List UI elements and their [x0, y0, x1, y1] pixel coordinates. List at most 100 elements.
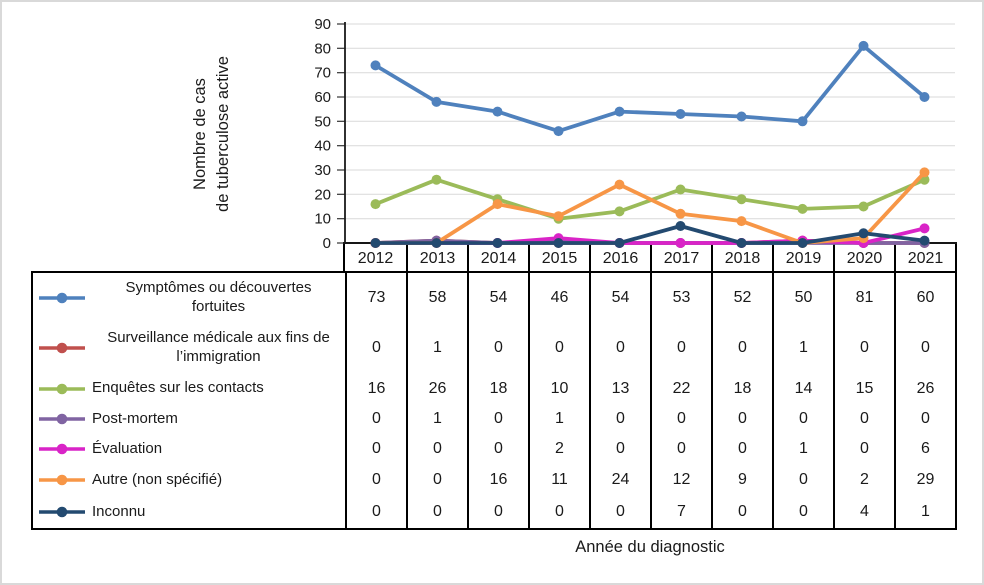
table-cell: 0 — [833, 404, 894, 434]
table-cell: 13 — [589, 373, 650, 404]
data-point — [919, 223, 930, 234]
line-chart-canvas: 0 10 20 30 40 50 60 70 80 90 — [314, 16, 957, 252]
table-cell: 0 — [772, 404, 833, 434]
table-cell: 1 — [406, 323, 467, 373]
table-cell: 9 — [711, 464, 772, 496]
table-cell: 0 — [833, 323, 894, 373]
table-cell: 4 — [833, 496, 894, 528]
table-cell: 54 — [467, 273, 528, 323]
table-row: Symptômes ou découvertes fortuites 73 58 54 4… — [33, 273, 955, 323]
table-cell: 15 — [833, 373, 894, 404]
data-point — [614, 106, 625, 117]
legend-label: Post-mortem — [92, 409, 178, 427]
table-cell: 6 — [894, 434, 955, 464]
data-point — [492, 194, 503, 205]
data-point — [736, 111, 747, 122]
y-tick-label: 10 — [314, 211, 331, 228]
legend-cell: Post-mortem — [33, 404, 345, 434]
table-cell: 0 — [589, 404, 650, 434]
legend-marker-icon — [39, 443, 85, 455]
table-cell: 0 — [345, 404, 406, 434]
table-cell: 18 — [467, 373, 528, 404]
table-cell: 24 — [589, 464, 650, 496]
table-cell: 0 — [650, 323, 711, 373]
table-cell: 7 — [650, 496, 711, 528]
table-cell: 0 — [467, 434, 528, 464]
year-header-cell: 2016 — [589, 244, 650, 273]
table-cell: 2 — [833, 464, 894, 496]
year-header-cell: 2015 — [528, 244, 589, 273]
table-cell: 1 — [528, 404, 589, 434]
table-cell: 0 — [467, 404, 528, 434]
table-cell: 46 — [528, 273, 589, 323]
table-cell: 0 — [528, 496, 589, 528]
table-cell: 14 — [772, 373, 833, 404]
table-row: Enquêtes sur les contacts 16 26 18 10 13 22 18 1… — [33, 373, 955, 404]
table-cell: 0 — [650, 404, 711, 434]
table-cell: 0 — [833, 434, 894, 464]
y-tick-label: 20 — [314, 186, 331, 203]
table-row: Évaluation 0 0 0 2 0 0 0 1 0 6 — [33, 434, 955, 464]
legend-marker-icon — [39, 383, 85, 394]
data-point — [858, 228, 869, 239]
table-cell: 16 — [345, 373, 406, 404]
data-point — [919, 167, 930, 178]
table-cell: 0 — [589, 323, 650, 373]
table-cell: 0 — [589, 496, 650, 528]
legend-cell: Enquêtes sur les contacts — [33, 373, 345, 404]
year-header-cell: 2020 — [833, 244, 894, 273]
table-cell: 0 — [711, 323, 772, 373]
data-point — [675, 221, 686, 231]
series-line-0 — [370, 40, 930, 137]
series-line-2 — [370, 174, 930, 224]
data-point — [919, 92, 930, 102]
gridlines — [345, 23, 955, 220]
legend-marker-icon — [39, 292, 85, 304]
table-cell: 0 — [345, 464, 406, 496]
legend-marker-icon — [39, 413, 85, 425]
y-axis-title-line2: de tuberculose active — [214, 56, 232, 212]
table-cell: 26 — [406, 373, 467, 404]
y-axis: 0 10 20 30 40 50 60 70 80 90 — [314, 16, 957, 252]
data-point — [797, 116, 808, 127]
legend-label: Évaluation — [92, 439, 163, 457]
legend-marker-icon — [39, 342, 85, 354]
table-cell: 81 — [833, 273, 894, 323]
table-cell: 0 — [894, 323, 955, 373]
table-cell: 11 — [528, 464, 589, 496]
y-tick-label: 30 — [314, 162, 331, 179]
table-cell: 1 — [406, 404, 467, 434]
y-tick-label: 60 — [314, 89, 331, 106]
data-point — [736, 216, 747, 227]
y-tick-label: 90 — [314, 16, 331, 33]
chart-data-table: Symptômes ou découvertes fortuites 73 58 54 4… — [31, 271, 957, 530]
year-header-cell: 2019 — [772, 244, 833, 273]
table-cell: 1 — [894, 496, 955, 528]
table-cell: 0 — [406, 434, 467, 464]
legend-label: Enquêtes sur les contacts — [92, 379, 264, 397]
table-cell: 73 — [345, 273, 406, 323]
data-point — [675, 184, 686, 195]
table-cell: 54 — [589, 273, 650, 323]
table-cell: 10 — [528, 373, 589, 404]
table-cell: 16 — [467, 464, 528, 496]
table-cell: 26 — [894, 373, 955, 404]
table-cell: 0 — [711, 434, 772, 464]
table-cell: 60 — [894, 273, 955, 323]
data-point — [431, 174, 442, 185]
legend-label: Symptômes ou découvertes fortuites — [125, 279, 312, 315]
data-point — [553, 211, 564, 222]
year-header-cell: 2013 — [406, 244, 467, 273]
data-point — [553, 213, 564, 224]
table-cell: 0 — [345, 496, 406, 528]
table-cell: 1 — [772, 434, 833, 464]
table-cell: 0 — [650, 434, 711, 464]
legend-cell: Évaluation — [33, 434, 345, 464]
year-header-cell: 2014 — [467, 244, 528, 273]
legend-marker-icon — [39, 506, 85, 518]
table-cell: 0 — [711, 404, 772, 434]
table-row: Surveillance médicale aux fins de l’immig… — [33, 323, 955, 373]
table-cell: 0 — [772, 496, 833, 528]
table-row: Post-mortem 0 1 0 1 0 0 0 0 0 0 — [33, 404, 955, 434]
x-axis-title: Année du diagnostic — [575, 538, 725, 556]
